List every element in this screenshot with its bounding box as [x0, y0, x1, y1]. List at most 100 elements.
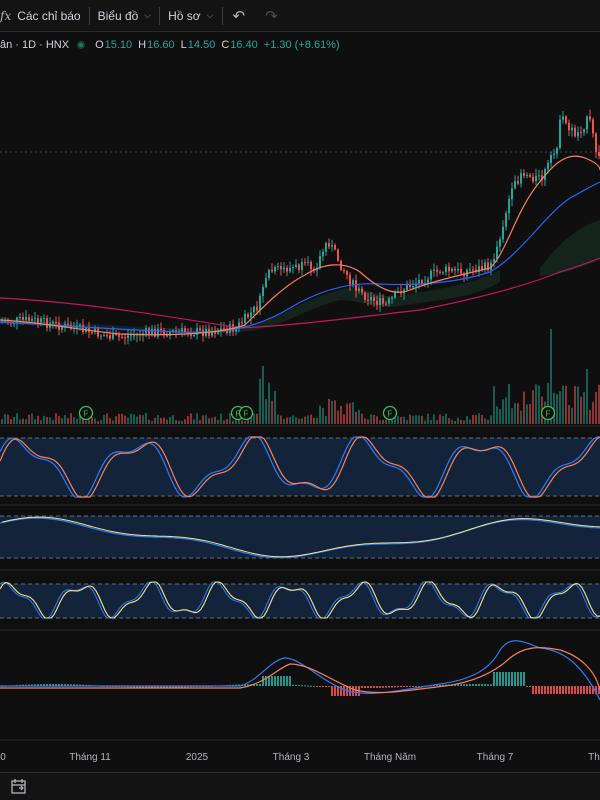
volume-bar [331, 400, 333, 424]
macd-histogram-bar [403, 686, 405, 687]
candle-body [112, 333, 114, 339]
macd-histogram-bar [70, 684, 72, 686]
candle-body [511, 188, 513, 200]
macd-histogram-bar [43, 684, 45, 686]
candle-body [157, 328, 159, 337]
volume-bar [94, 418, 96, 424]
volume-bar [250, 414, 252, 424]
macd-histogram-bar [328, 686, 330, 687]
indicators-button[interactable]: fx Các chỉ báo [0, 0, 89, 32]
volume-bar [61, 418, 63, 424]
candle-body [31, 318, 33, 321]
macd-histogram-bar [145, 686, 147, 688]
volume-bar [160, 417, 162, 424]
volume-bar [388, 417, 390, 424]
volume-bar [238, 419, 240, 424]
volume-bar [211, 417, 213, 424]
candle-body [94, 328, 96, 333]
candle-body [418, 279, 420, 284]
candle-body [304, 262, 306, 264]
volume-bar [73, 417, 75, 424]
macd-histogram-bar [157, 686, 159, 688]
macd-histogram-bar [277, 676, 279, 686]
volume-bar [40, 420, 42, 424]
candle-body [247, 314, 249, 318]
candle-body [43, 318, 45, 320]
candle-body [295, 264, 297, 268]
macd-histogram-bar [583, 686, 585, 694]
macd-histogram-bar [538, 686, 540, 694]
candle-body [382, 298, 384, 304]
candle-body [526, 174, 528, 176]
macd-histogram-bar [274, 676, 276, 686]
event-marker-label: F [244, 410, 249, 419]
macd-histogram-bar [463, 684, 465, 686]
candle-body [283, 267, 285, 270]
macd-histogram-bar [580, 686, 582, 694]
volume-bar [100, 420, 102, 424]
ma-short-line [0, 155, 600, 336]
candle-body [307, 261, 309, 263]
candle-body [379, 298, 381, 305]
redo-icon[interactable]: ↷ [265, 7, 278, 25]
chart-menu-button[interactable]: Biểu đồ ⌵ [90, 0, 160, 32]
volume-bar [328, 398, 330, 424]
profile-menu-button[interactable]: Hồ sơ ⌵ [160, 0, 221, 32]
undo-icon[interactable]: ↶ [232, 7, 246, 25]
calendar-goto-icon[interactable] [10, 778, 28, 796]
volume-bar [124, 415, 126, 424]
candle-body [337, 249, 339, 261]
volume-bar [454, 420, 456, 424]
volume-bar [448, 418, 450, 424]
candle-body [70, 325, 72, 329]
candle-body [46, 318, 48, 328]
macd-histogram-bar [136, 686, 138, 688]
volume-bar [103, 414, 105, 424]
volume-bar [397, 416, 399, 424]
low-value: 14.50 [187, 39, 216, 51]
volume-bar [532, 390, 534, 424]
volume-bar [358, 409, 360, 424]
macd-histogram-bar [31, 684, 33, 686]
candle-body [100, 335, 102, 337]
macd-histogram-bar [502, 672, 504, 686]
volume-bar [322, 407, 324, 424]
volume-bar [343, 414, 345, 424]
volume-bar [127, 417, 129, 424]
candle-body [484, 262, 486, 270]
symbol-label[interactable]: ân · 1D · HNX [0, 39, 70, 51]
candle-body [352, 280, 354, 285]
time-axis-label: Tháng Năm [363, 752, 417, 763]
macd-histogram-bar [316, 686, 318, 687]
macd-histogram-bar [58, 684, 60, 686]
indicators-label: Các chỉ báo [17, 8, 81, 23]
candle-body [574, 127, 576, 137]
macd-histogram-bar [379, 686, 381, 688]
moving-averages [0, 155, 600, 336]
volume-bar [262, 366, 264, 424]
volume-bar [172, 415, 174, 424]
macd-histogram-bar [382, 686, 384, 688]
change-value: +1.30 (+8.61%) [263, 39, 340, 51]
macd-histogram-bar [484, 684, 486, 686]
volume-bar [310, 414, 312, 424]
candle-body [244, 314, 246, 323]
macd-histogram-bar [259, 684, 261, 686]
candle-body [319, 256, 321, 268]
candle-body [586, 116, 588, 130]
volume-bar [319, 405, 321, 424]
volume-bar [466, 415, 468, 424]
volume-bars [1, 329, 600, 424]
volume-bar [475, 415, 477, 424]
macd-histogram-bar [160, 686, 162, 688]
macd-histogram-bar [142, 686, 144, 688]
volume-bar [352, 402, 354, 424]
high-key: H [138, 39, 147, 51]
volume-bar [589, 409, 591, 424]
candle-body [388, 298, 390, 304]
macd-histogram-bar [283, 676, 285, 686]
candle-body [346, 271, 348, 275]
candle-body [301, 262, 303, 270]
